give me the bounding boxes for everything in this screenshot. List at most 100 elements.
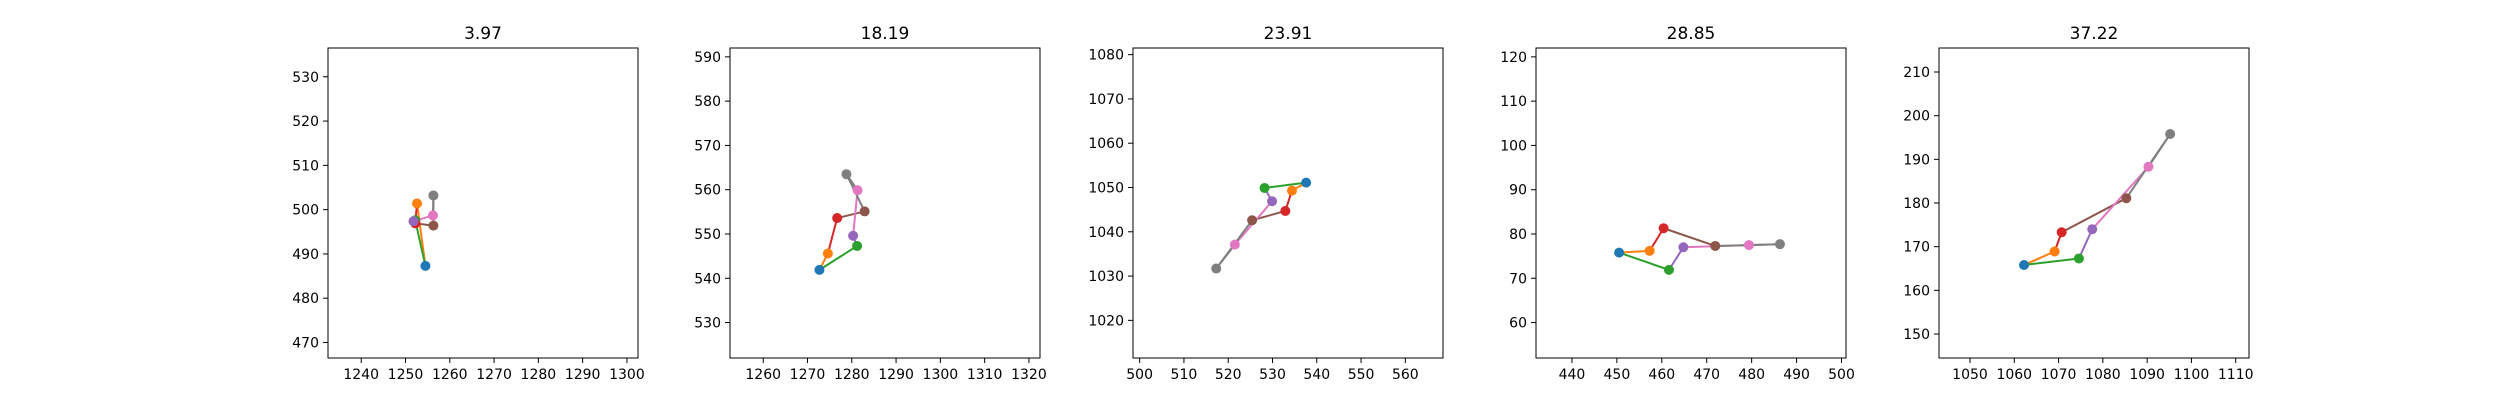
data-point xyxy=(1259,182,1270,193)
y-tick-label: 200 xyxy=(1903,109,1930,125)
link-segment xyxy=(818,245,858,271)
data-point xyxy=(1663,264,1674,275)
x-tick-label: 1290 xyxy=(565,367,601,383)
x-tick-label: 500 xyxy=(1828,367,1855,383)
panel-4: 28.85 440 450 460 470 480 490 500 60 70 80 90 100 110… xyxy=(1500,24,1855,383)
x-tick-label: 1290 xyxy=(878,367,914,383)
axes-frame xyxy=(1132,47,1444,359)
y-tick-label: 550 xyxy=(694,227,721,243)
data-point xyxy=(2056,227,2067,238)
x-tick-label: 1250 xyxy=(388,367,424,383)
data-point xyxy=(832,213,843,224)
y-tick-label: 80 xyxy=(1509,227,1527,243)
data-point xyxy=(1301,177,1312,188)
x-tick-label: 480 xyxy=(1738,367,1765,383)
panel-title: 23.91 xyxy=(1264,24,1313,44)
data-point xyxy=(1743,240,1754,251)
x-tick-label: 520 xyxy=(1215,367,1242,383)
y-tick-label: 560 xyxy=(694,183,721,199)
data-point xyxy=(1280,205,1291,216)
data-point xyxy=(1229,239,1240,250)
x-tick-label: 1100 xyxy=(2174,367,2210,383)
y-tick-label: 180 xyxy=(1903,196,1930,212)
y-tick-label: 100 xyxy=(1500,138,1527,154)
link-segment xyxy=(2023,257,2080,266)
y-tick-label: 110 xyxy=(1500,94,1527,110)
data-point xyxy=(428,220,439,231)
x-tick-label: 1300 xyxy=(923,367,959,383)
x-tick-label: 1090 xyxy=(2129,367,2165,383)
axes-frame xyxy=(1938,47,2250,359)
x-tick-label: 500 xyxy=(1126,367,1153,383)
y-tick-label: 500 xyxy=(292,203,319,219)
y-tick-label: 70 xyxy=(1509,271,1527,287)
x-tick-label: 1320 xyxy=(1011,367,1047,383)
panel-5: 37.22 1050 1060 1070 1080 1090 1100 1110 150 160 1… xyxy=(1903,24,2253,383)
data-point xyxy=(428,190,439,201)
data-point xyxy=(852,240,863,251)
link-segment xyxy=(2147,133,2172,168)
x-tick-label: 490 xyxy=(1783,367,1810,383)
data-point xyxy=(1678,242,1689,253)
y-tick-label: 480 xyxy=(292,291,319,307)
x-tick-label: 1110 xyxy=(2218,367,2254,383)
y-tick-label: 530 xyxy=(694,316,721,332)
x-tick-label: 1300 xyxy=(609,367,645,383)
data-point xyxy=(1614,247,1625,258)
y-tick-label: 520 xyxy=(292,114,319,130)
y-tick-label: 210 xyxy=(1903,65,1930,81)
data-point xyxy=(852,185,863,196)
y-tick-label: 530 xyxy=(292,70,319,86)
x-tick-label: 1050 xyxy=(1952,367,1988,383)
panel-title: 37.22 xyxy=(2070,24,2119,44)
y-tick-label: 570 xyxy=(694,138,721,154)
data-point xyxy=(1710,240,1721,251)
y-tick-label: 1030 xyxy=(1088,269,1124,285)
y-tick-label: 490 xyxy=(292,247,319,263)
x-tick-label: 1310 xyxy=(967,367,1003,383)
y-tick-label: 170 xyxy=(1903,240,1930,256)
y-tick-label: 160 xyxy=(1903,283,1930,299)
data-point xyxy=(408,216,419,227)
x-tick-label: 510 xyxy=(1171,367,1198,383)
x-tick-label: 1260 xyxy=(432,367,468,383)
data-point xyxy=(841,169,852,180)
link-segment xyxy=(1215,244,1236,270)
x-tick-label: 530 xyxy=(1259,367,1286,383)
link-segment xyxy=(1663,227,1716,247)
axes-frame xyxy=(1535,47,1847,359)
data-point xyxy=(2019,260,2030,270)
link-segment xyxy=(852,190,859,236)
link-segment xyxy=(2023,250,2055,266)
link-segment xyxy=(826,217,839,254)
y-tick-label: 1020 xyxy=(1088,313,1124,329)
panel-title: 18.19 xyxy=(861,24,910,44)
data-point xyxy=(2165,129,2176,140)
y-tick-label: 1060 xyxy=(1088,136,1124,152)
data-point xyxy=(1286,185,1297,196)
data-point xyxy=(420,260,431,271)
panel-title: 28.85 xyxy=(1667,24,1716,44)
data-point xyxy=(412,198,423,209)
data-point xyxy=(814,264,825,275)
x-tick-label: 540 xyxy=(1303,367,1330,383)
panel-title: 3.97 xyxy=(464,24,502,44)
y-tick-label: 510 xyxy=(292,158,319,174)
y-tick-label: 1080 xyxy=(1088,48,1124,64)
data-point xyxy=(859,206,870,217)
data-point xyxy=(427,210,438,221)
y-tick-label: 150 xyxy=(1903,327,1930,343)
x-tick-label: 440 xyxy=(1559,367,1586,383)
data-point xyxy=(822,248,833,259)
link-segment xyxy=(1264,181,1307,189)
y-tick-label: 1070 xyxy=(1088,92,1124,108)
x-tick-label: 1260 xyxy=(745,367,781,383)
axes-frame xyxy=(327,47,639,359)
y-tick-label: 90 xyxy=(1509,183,1527,199)
x-tick-label: 1080 xyxy=(2085,367,2121,383)
data-point xyxy=(2073,253,2084,264)
link-segment xyxy=(1748,243,1780,247)
y-tick-label: 60 xyxy=(1509,316,1527,332)
x-tick-label: 550 xyxy=(1348,367,1375,383)
